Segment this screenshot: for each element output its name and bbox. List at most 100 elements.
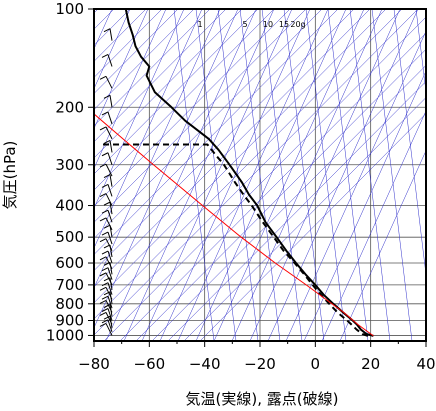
wind-barb-staff [107, 210, 113, 223]
moist-adiabat-line [261, 9, 303, 341]
wind-barb [99, 193, 113, 206]
wind-barb-flag [103, 201, 111, 206]
dry-adiabat-line [159, 9, 311, 341]
wind-barb-flag [103, 94, 111, 99]
wind-barb [99, 217, 113, 231]
wind-barb-staff [107, 282, 113, 295]
x-tick-label: 20 [361, 355, 380, 373]
wind-barb [103, 174, 113, 187]
wind-barb [101, 152, 113, 165]
wind-barb-staff [107, 308, 113, 321]
wind-barb-flag [99, 163, 107, 168]
wind-barb-flag [101, 183, 109, 188]
dry-adiabat-line [123, 9, 275, 341]
wind-barb-flag [99, 286, 107, 291]
wind-barb-staff [105, 256, 113, 270]
wind-barb-staff [105, 193, 113, 206]
wind-barb-staff [107, 184, 113, 197]
wind-barb-flag [101, 209, 109, 214]
wind-barb [103, 244, 113, 258]
wind-barb [99, 163, 113, 177]
dry-adiabat-line [94, 9, 203, 249]
isotherm-line [94, 9, 243, 159]
wind-barb [101, 231, 113, 245]
y-tick-label: 200 [55, 98, 84, 116]
isotherm-line [94, 9, 387, 304]
wind-barb-staff [109, 95, 113, 108]
x-axis-title: 気温(実線), 露点(破線) [186, 390, 339, 408]
y-tick-label: 1000 [46, 326, 84, 344]
mixing-ratio-label: 15 [279, 20, 289, 29]
y-tick-label: 700 [55, 276, 84, 294]
moist-adiabat-line [415, 9, 426, 95]
wind-barb-staff [107, 319, 113, 333]
dry-adiabat-line [94, 9, 167, 169]
x-tick-label: −20 [244, 355, 276, 373]
wind-barb-flag [99, 75, 107, 80]
moist-adiabat-line [305, 9, 347, 341]
x-tick-label: −60 [134, 355, 166, 373]
isotherm-line [183, 97, 426, 341]
wind-barb-staff [109, 202, 113, 215]
wind-barb [111, 9, 112, 10]
isotherm-line [103, 16, 426, 341]
moist-adiabat-line [217, 9, 259, 341]
mixing-ratio-labels: 1 5 10 15 20g [197, 20, 305, 29]
wind-barb-flag [99, 217, 107, 222]
dry-adiabat-line [195, 9, 347, 341]
wind-barb [99, 272, 113, 286]
isotherm-line [94, 9, 419, 336]
wind-barb-flag [99, 272, 107, 277]
wind-barb [101, 250, 113, 264]
y-tick-label: 400 [55, 197, 84, 215]
y-tick-label: 300 [55, 156, 84, 174]
wind-barb [101, 183, 113, 197]
y-tick-label: 500 [55, 228, 84, 246]
wind-barb-flag [99, 238, 107, 243]
moist-adiabat-line [393, 9, 426, 277]
wind-barb-staff [105, 300, 113, 313]
wind-barb [99, 299, 113, 313]
wind-barb-flag [101, 54, 109, 58]
isotherm-line [199, 113, 426, 341]
wind-barb-staff [105, 217, 113, 231]
moist-adiabat-line [283, 9, 325, 341]
wind-barb-staff [105, 272, 113, 286]
mixing-ratio-label: 1 [197, 20, 202, 29]
mixing-ratio-label: 5 [242, 20, 247, 29]
x-tick-label: −40 [189, 355, 221, 373]
dry-adiabat-line [94, 9, 221, 289]
mixing-ratio-label: 20g [290, 20, 305, 29]
wind-barb-flag [103, 304, 111, 308]
dry-adiabat-line [303, 70, 426, 341]
wind-barb-flag [103, 315, 111, 320]
dry-adiabat-line [267, 9, 419, 341]
wind-barb-staff [105, 312, 113, 325]
isotherm-line [94, 9, 339, 255]
wind-barb-flag [101, 319, 109, 324]
dry-adiabat-line [94, 9, 239, 329]
wind-barb-staff [105, 163, 113, 177]
wind-barb [99, 126, 113, 140]
wind-barb-flag [99, 299, 107, 304]
wind-barb [101, 54, 113, 67]
wind-barb-flag [101, 152, 109, 157]
wind-barb-flag [99, 322, 107, 327]
wind-barb [103, 201, 113, 215]
wind-barb-staff [107, 296, 113, 309]
isotherm-line [94, 9, 275, 191]
y-tick-label: 800 [55, 295, 84, 313]
isotherm-line [94, 9, 179, 94]
x-tick-label: 40 [416, 355, 435, 373]
x-tick-label: −80 [78, 355, 110, 373]
wind-barb-flag [99, 193, 107, 197]
wind-barb [101, 111, 113, 125]
dewpoint-line [99, 143, 369, 337]
wind-barb-staff [105, 323, 113, 336]
y-tick-label: 900 [55, 312, 84, 330]
wind-barb-flag [99, 256, 107, 261]
wind-barb-flag [103, 139, 111, 144]
wind-barb-staff [107, 250, 113, 264]
moist-adiabat-line [195, 9, 237, 341]
